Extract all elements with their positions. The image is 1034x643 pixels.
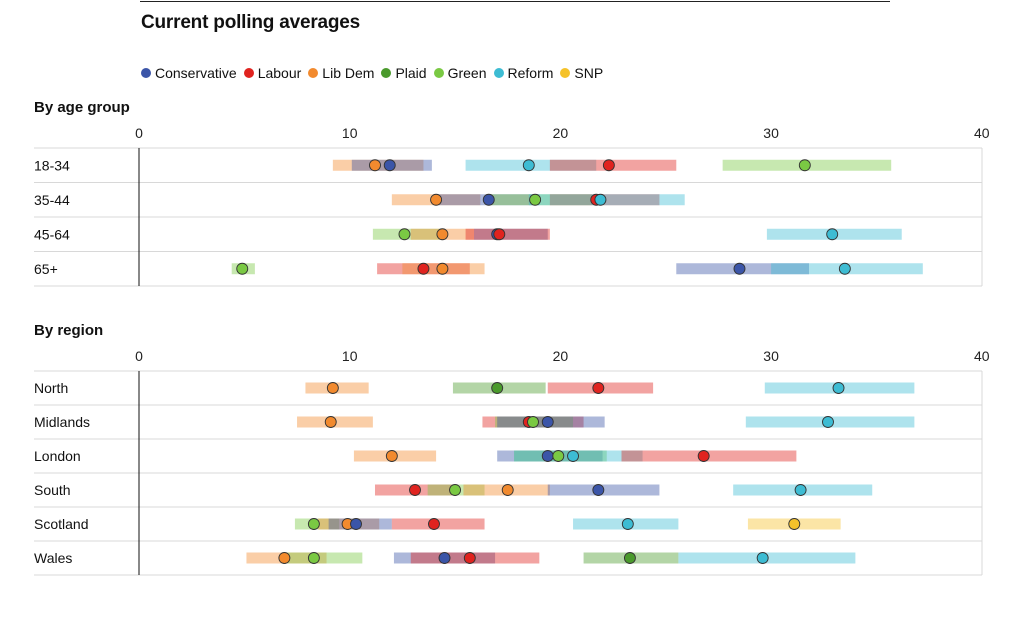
dot-reform xyxy=(822,416,834,428)
row-label-18-34: 18-34 xyxy=(34,157,70,173)
legend-dot xyxy=(433,68,444,78)
dot-conservative xyxy=(383,159,396,172)
range-bar-green xyxy=(284,552,363,564)
x-tick-label: 20 xyxy=(553,125,569,141)
dot-lib-dem xyxy=(326,382,339,394)
dot-reform xyxy=(838,262,851,275)
row-label-london: London xyxy=(34,448,81,464)
dot-labour xyxy=(409,484,421,496)
legend-dot xyxy=(381,68,392,78)
dot-reform xyxy=(621,518,634,530)
legend-dot xyxy=(141,68,151,78)
section-title-by-region: By region xyxy=(34,322,103,339)
legend-label: Green xyxy=(447,65,487,81)
x-tick-label: 30 xyxy=(763,348,779,364)
dot-green xyxy=(236,262,249,275)
x-tick-label: 0 xyxy=(135,125,143,141)
dot-green xyxy=(798,159,811,172)
dot-reform xyxy=(594,193,607,206)
legend-item-reform: Reform xyxy=(493,65,554,81)
dot-labour xyxy=(417,262,430,275)
dot-lib-dem xyxy=(278,552,291,564)
legend-label: Plaid xyxy=(395,65,427,81)
dot-green xyxy=(449,484,461,496)
dot-reform xyxy=(567,450,579,462)
legend-item-plaid: Plaid xyxy=(381,65,427,81)
page-title: Current polling averages xyxy=(141,12,361,33)
row-label-wales: Wales xyxy=(34,550,72,566)
dot-conservative xyxy=(541,450,554,462)
row-label-65-: 65+ xyxy=(34,261,58,277)
x-tick-label: 0 xyxy=(135,348,143,364)
legend-item-labour: Labour xyxy=(243,65,302,81)
dot-lib-dem xyxy=(324,416,337,428)
dot-reform xyxy=(832,382,845,394)
x-tick-label: 40 xyxy=(974,348,990,364)
range-bar-conservative xyxy=(474,228,548,240)
dot-lib-dem xyxy=(430,193,443,206)
row-label-south: South xyxy=(34,482,71,498)
x-tick-label: 20 xyxy=(553,348,569,364)
dot-lib-dem xyxy=(436,262,449,275)
legend: Conservative Labour Lib Dem Plaid Green Refor… xyxy=(141,65,610,81)
row-label-35-44: 35-44 xyxy=(34,192,70,208)
legend-dot xyxy=(308,68,319,78)
dot-conservative xyxy=(592,484,605,496)
legend-label: Labour xyxy=(257,65,302,81)
legend-item-green: Green xyxy=(433,65,487,81)
dot-green xyxy=(529,193,542,206)
dot-snp xyxy=(788,518,801,530)
dot-reform xyxy=(826,228,839,241)
dot-labour xyxy=(602,159,615,172)
dot-lib-dem xyxy=(369,159,381,172)
legend-dot xyxy=(243,68,254,78)
legend-label: SNP xyxy=(574,65,604,81)
range-bar-reform xyxy=(528,194,685,206)
top-rule xyxy=(140,1,890,2)
row-label-midlands: Midlands xyxy=(34,414,90,430)
row-label-45-64: 45-64 xyxy=(34,226,70,242)
dot-reform xyxy=(756,552,769,564)
dot-green xyxy=(307,552,320,564)
dot-reform xyxy=(794,484,807,496)
dot-green xyxy=(527,416,539,428)
dot-lib-dem xyxy=(501,484,514,496)
dot-green xyxy=(398,228,411,241)
dot-green xyxy=(307,518,320,530)
x-tick-label: 10 xyxy=(342,348,358,364)
dot-labour xyxy=(493,228,506,241)
legend-item-snp: SNP xyxy=(560,65,603,81)
dot-conservative xyxy=(733,262,746,275)
dot-labour xyxy=(592,382,605,394)
legend-label: Reform xyxy=(507,65,554,81)
dot-conservative xyxy=(482,193,495,206)
x-tick-label: 30 xyxy=(763,125,779,141)
legend-dot xyxy=(493,68,504,78)
legend-item-conservative: Conservative xyxy=(141,65,237,81)
row-label-scotland: Scotland xyxy=(34,516,88,532)
legend-label: Lib Dem xyxy=(322,65,375,81)
x-tick-label: 40 xyxy=(974,125,990,141)
dot-plaid xyxy=(623,552,636,564)
range-bar-labour xyxy=(465,228,550,240)
dot-reform xyxy=(522,159,535,172)
dot-labour xyxy=(697,450,710,462)
legend-dot xyxy=(560,68,571,78)
section-title-by-age-group: By age group xyxy=(34,99,130,116)
x-tick-label: 10 xyxy=(342,125,358,141)
legend-item-lib-dem: Lib Dem xyxy=(308,65,374,81)
dot-labour xyxy=(463,552,476,564)
dot-labour xyxy=(428,518,440,530)
dot-plaid xyxy=(491,382,504,394)
dot-conservative xyxy=(541,416,554,428)
dot-conservative xyxy=(350,518,362,530)
row-label-north: North xyxy=(34,380,68,396)
legend-label: Conservative xyxy=(155,65,237,81)
dot-conservative xyxy=(438,552,451,564)
dot-lib-dem xyxy=(436,228,449,241)
dot-lib-dem xyxy=(385,450,398,462)
dot-green xyxy=(552,450,565,462)
